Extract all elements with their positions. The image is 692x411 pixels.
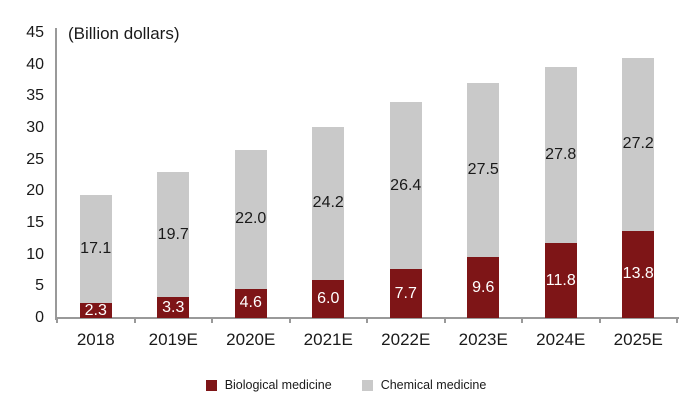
x-tick-mark — [288, 319, 291, 323]
bar-label-biological: 11.8 — [545, 271, 576, 289]
x-tick-label: 2018 — [76, 330, 115, 349]
x-axis-line — [55, 317, 679, 319]
y-tick-label: 0 — [35, 309, 44, 326]
bar-segment-chemical: 19.7 — [157, 172, 190, 298]
y-tick-label: 35 — [26, 87, 44, 105]
x-tick-mark — [521, 319, 523, 323]
bar-segment-chemical: 27.2 — [622, 58, 655, 231]
bar-segment-biological: 2.3 — [79, 301, 112, 319]
legend-item-chemical: Chemical medicine — [361, 378, 487, 392]
bar-segment-chemical: 24.2 — [312, 126, 345, 280]
legend-label: Chemical medicine — [380, 378, 487, 392]
legend: Biological medicine Chemical medicine — [0, 378, 692, 392]
bar-segment-biological: 9.6 — [467, 257, 500, 318]
legend-swatch-biological — [205, 379, 217, 391]
x-tick-label: 2025E — [613, 330, 663, 349]
y-tick-label: 40 — [26, 55, 44, 73]
bar-segment-chemical: 17.1 — [79, 195, 112, 304]
y-tick-label: 5 — [35, 277, 44, 295]
y-tick-label: 10 — [26, 245, 44, 263]
bar-label-chemical: 17.1 — [80, 240, 112, 258]
legend-item-biological: Biological medicine — [205, 378, 332, 392]
legend-label: Biological medicine — [224, 378, 332, 392]
x-tick-label: 2020E — [226, 330, 276, 349]
x-tick-label: 2023E — [458, 330, 508, 349]
x-tick-label: 2019E — [148, 330, 198, 349]
bar-label-biological: 4.6 — [239, 294, 262, 312]
y-tick-label: 15 — [26, 214, 44, 231]
x-tick-mark — [598, 319, 601, 323]
x-tick-mark — [133, 319, 136, 323]
chart-title: (Billion dollars) — [68, 24, 180, 43]
y-tick-label: 25 — [26, 150, 44, 168]
y-axis-line — [55, 28, 57, 320]
bar-label-biological: 9.6 — [472, 278, 495, 296]
bar-segment-biological: 4.6 — [234, 288, 267, 318]
x-tick-mark — [443, 319, 446, 323]
x-tick-mark — [676, 319, 678, 323]
bar-label-biological: 6.0 — [317, 290, 340, 307]
bar-segment-chemical: 22.0 — [234, 149, 267, 289]
bar-segment-biological: 13.8 — [622, 230, 655, 318]
bar-label-chemical: 24.2 — [312, 194, 344, 212]
y-tick-label: 30 — [26, 119, 44, 136]
x-tick-label: 2024E — [536, 330, 586, 349]
y-tick-label: 45 — [26, 24, 44, 41]
bar-label-chemical: 26.4 — [390, 176, 422, 194]
bar-segment-biological: 11.8 — [544, 243, 577, 318]
bar-segment-biological: 6.0 — [312, 280, 345, 318]
bar-label-chemical: 27.8 — [545, 146, 577, 164]
x-tick-mark — [366, 319, 368, 323]
bar-segment-biological: 7.7 — [389, 269, 422, 318]
bar-segment-chemical: 26.4 — [389, 102, 422, 270]
x-tick-label: 2021E — [303, 330, 353, 349]
bar-segment-chemical: 27.5 — [467, 83, 500, 258]
bar-segment-biological: 3.3 — [157, 297, 190, 318]
bar-label-chemical: 27.5 — [467, 161, 499, 179]
bar-segment-chemical: 27.8 — [544, 67, 577, 244]
bar-label-chemical: 19.7 — [157, 225, 189, 243]
x-tick-mark — [211, 319, 213, 323]
legend-swatch-chemical — [361, 379, 373, 391]
bar-label-biological: 13.8 — [622, 265, 654, 283]
x-tick-mark — [56, 319, 58, 323]
bar-label-biological: 2.3 — [84, 301, 107, 319]
x-tick-label: 2022E — [381, 330, 431, 349]
bar-label-chemical: 27.2 — [622, 135, 654, 153]
bar-label-biological: 7.7 — [394, 284, 417, 302]
bar-label-chemical: 22.0 — [235, 210, 267, 228]
bar-label-biological: 3.3 — [162, 298, 185, 316]
y-tick-label: 20 — [26, 182, 44, 200]
